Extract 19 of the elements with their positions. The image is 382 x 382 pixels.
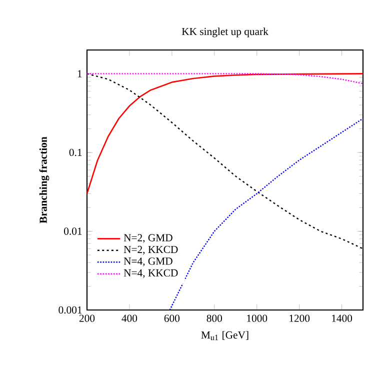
x-tick-label: 1000 <box>247 314 268 322</box>
x-tick-label: 400 <box>122 314 138 322</box>
y-tick-label: 0.1 <box>69 148 82 156</box>
y-tick-label: 1 <box>78 70 82 78</box>
x-tick-label: 600 <box>164 314 180 322</box>
legend-label: N=2, GMD <box>124 234 172 243</box>
legend-label: N=2, KKCD <box>124 246 178 255</box>
x-tick-label: 1200 <box>290 314 310 322</box>
legend-label: N=4, GMD <box>124 258 172 266</box>
x-tick-label: 200 <box>79 314 95 322</box>
line-series <box>86 73 363 194</box>
y-tick-label: 0.001 <box>58 306 82 314</box>
x-tick-label: 800 <box>206 314 222 322</box>
chart-title: KK singlet up quark <box>182 28 268 38</box>
legend-label: N=4, KKCD <box>124 269 178 278</box>
x-axis-title: M$_{u1}$ [GeV] <box>201 331 248 340</box>
y-tick-label: 0.01 <box>64 228 82 235</box>
x-tick-label: 1400 <box>332 314 352 322</box>
y-axis-title: Branching fraction <box>39 136 50 224</box>
